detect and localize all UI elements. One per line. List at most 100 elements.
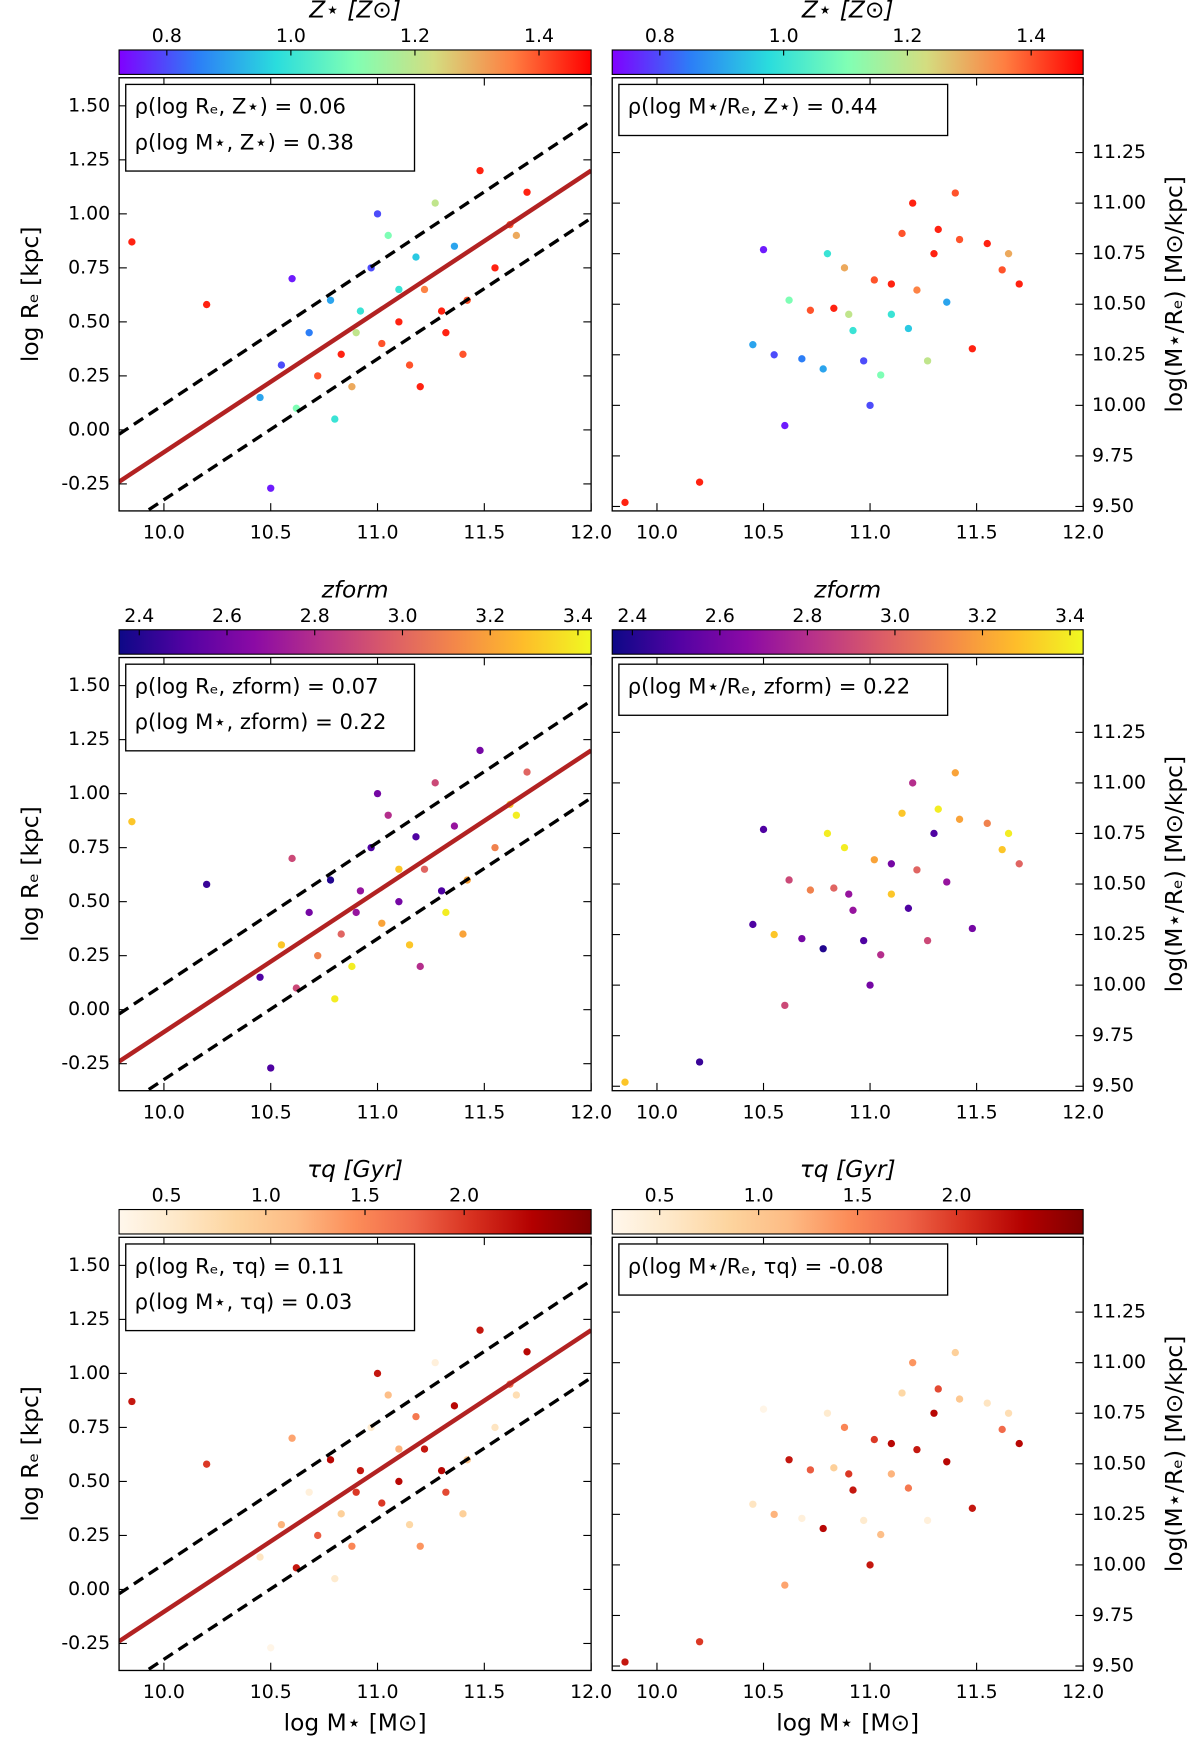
colorbar-label: Z⋆ [Z⊙]: [801, 0, 894, 24]
x-tick-label: 11.0: [357, 1681, 399, 1703]
colorbar-tick-label: 3.4: [1055, 605, 1085, 627]
axes-frame: [118, 1236, 592, 1672]
x-tick-label: 11.5: [956, 522, 998, 544]
y-tick-label: 9.50: [1092, 1075, 1134, 1097]
colorbar-tick-label: 3.2: [967, 605, 997, 627]
colorbar: [611, 49, 1084, 75]
data-point: [830, 304, 838, 312]
data-point: [326, 876, 335, 884]
data-point: [437, 1466, 446, 1475]
data-point: [523, 1348, 531, 1356]
y-tick-label: 9.50: [1092, 1655, 1134, 1677]
data-point: [845, 1470, 853, 1478]
data-point: [373, 789, 382, 798]
data-point: [412, 253, 420, 261]
data-point: [621, 1658, 629, 1666]
colorbar: [611, 1208, 1084, 1235]
y-tick-label: 0.00: [68, 998, 110, 1020]
data-point: [405, 1520, 414, 1529]
data-point: [930, 1409, 938, 1417]
colorbar-label: Z⋆ [Z⊙]: [308, 0, 401, 24]
data-point: [823, 829, 832, 838]
data-point: [770, 1510, 778, 1519]
y-tick-label: 11.25: [1092, 141, 1146, 163]
y-tick-label: -0.25: [61, 1632, 110, 1654]
data-point: [314, 952, 322, 960]
data-point: [823, 1409, 832, 1417]
data-point: [1015, 280, 1023, 288]
annotation-box: [125, 1243, 416, 1332]
colorbar-label: τq [Gyr]: [800, 1156, 896, 1183]
scatter-band-line: [119, 119, 592, 436]
scatter-band-line: [143, 216, 592, 511]
x-tick-label: 12.0: [570, 522, 612, 544]
data-point: [378, 1499, 386, 1507]
data-point: [331, 415, 339, 423]
data-point: [378, 919, 386, 927]
colorbar-tick-label: 2.0: [449, 1185, 479, 1207]
y-tick-label: 1.25: [68, 148, 110, 170]
colorbar-tick-label: 3.0: [880, 605, 910, 627]
data-point: [781, 1581, 789, 1589]
data-point: [373, 1369, 382, 1378]
data-point: [491, 264, 499, 272]
data-point: [288, 854, 296, 863]
data-point: [450, 242, 459, 250]
y-tick-label: 11.00: [1092, 192, 1146, 214]
data-point: [887, 890, 896, 898]
data-point: [337, 350, 345, 358]
y-tick-label: 10.25: [1092, 1503, 1146, 1525]
data-point: [431, 1358, 439, 1367]
x-tick-label: 11.0: [849, 1101, 891, 1123]
plot-area: [621, 189, 1023, 507]
colorbar: [118, 49, 592, 75]
colorbar-tick-label: 1.5: [843, 1185, 873, 1207]
x-tick-label: 10.5: [742, 1681, 784, 1703]
x-tick-label: 11.0: [357, 522, 399, 544]
data-point: [830, 884, 838, 892]
data-point: [749, 1500, 757, 1508]
data-point: [781, 421, 789, 430]
data-point: [887, 1470, 896, 1478]
data-point: [877, 951, 885, 959]
data-point: [806, 1466, 815, 1474]
x-tick-label: 10.5: [742, 1101, 784, 1123]
data-point: [785, 876, 793, 884]
colorbar-tick-label: 1.0: [276, 25, 306, 47]
colorbar-tick-label: 3.2: [475, 605, 505, 627]
annotation-box: [618, 663, 949, 716]
fit-line: [119, 748, 592, 1064]
y-tick-label: 0.50: [68, 890, 110, 912]
data-point: [998, 1425, 1006, 1434]
data-point: [416, 962, 424, 971]
colorbar-tick-label: 1.0: [251, 1185, 281, 1207]
x-tick-label: 11.5: [956, 1101, 998, 1123]
data-point: [373, 210, 382, 218]
axes-frame: [118, 77, 592, 512]
data-point: [356, 307, 365, 315]
data-point: [968, 345, 977, 353]
data-point: [849, 326, 857, 335]
y-axis-label: log Rₑ [kpc]: [17, 806, 44, 942]
data-point: [450, 822, 459, 830]
y-tick-label: 0.50: [68, 1470, 110, 1492]
scatter-band-line: [143, 1376, 592, 1671]
data-point: [326, 1456, 335, 1464]
x-tick-label: 10.0: [143, 522, 185, 544]
y-tick-label: 0.25: [68, 364, 110, 386]
y-tick-label: 9.75: [1092, 1604, 1134, 1626]
data-point: [898, 809, 906, 817]
data-point: [476, 746, 484, 755]
x-tick-label: 11.0: [357, 1101, 399, 1123]
y-tick-label: 1.50: [68, 1254, 110, 1276]
data-point: [202, 1460, 211, 1468]
annotation: ρ(log M⋆, Z⋆) = 0.38: [135, 129, 354, 154]
x-tick-label: 10.0: [636, 1681, 678, 1703]
colorbar-tick-label: 1.5: [350, 1185, 380, 1207]
data-point: [859, 936, 868, 945]
fit-line: [119, 1328, 592, 1644]
data-point: [840, 843, 849, 852]
data-point: [314, 372, 322, 380]
data-point: [785, 1456, 793, 1464]
data-point: [749, 341, 757, 349]
